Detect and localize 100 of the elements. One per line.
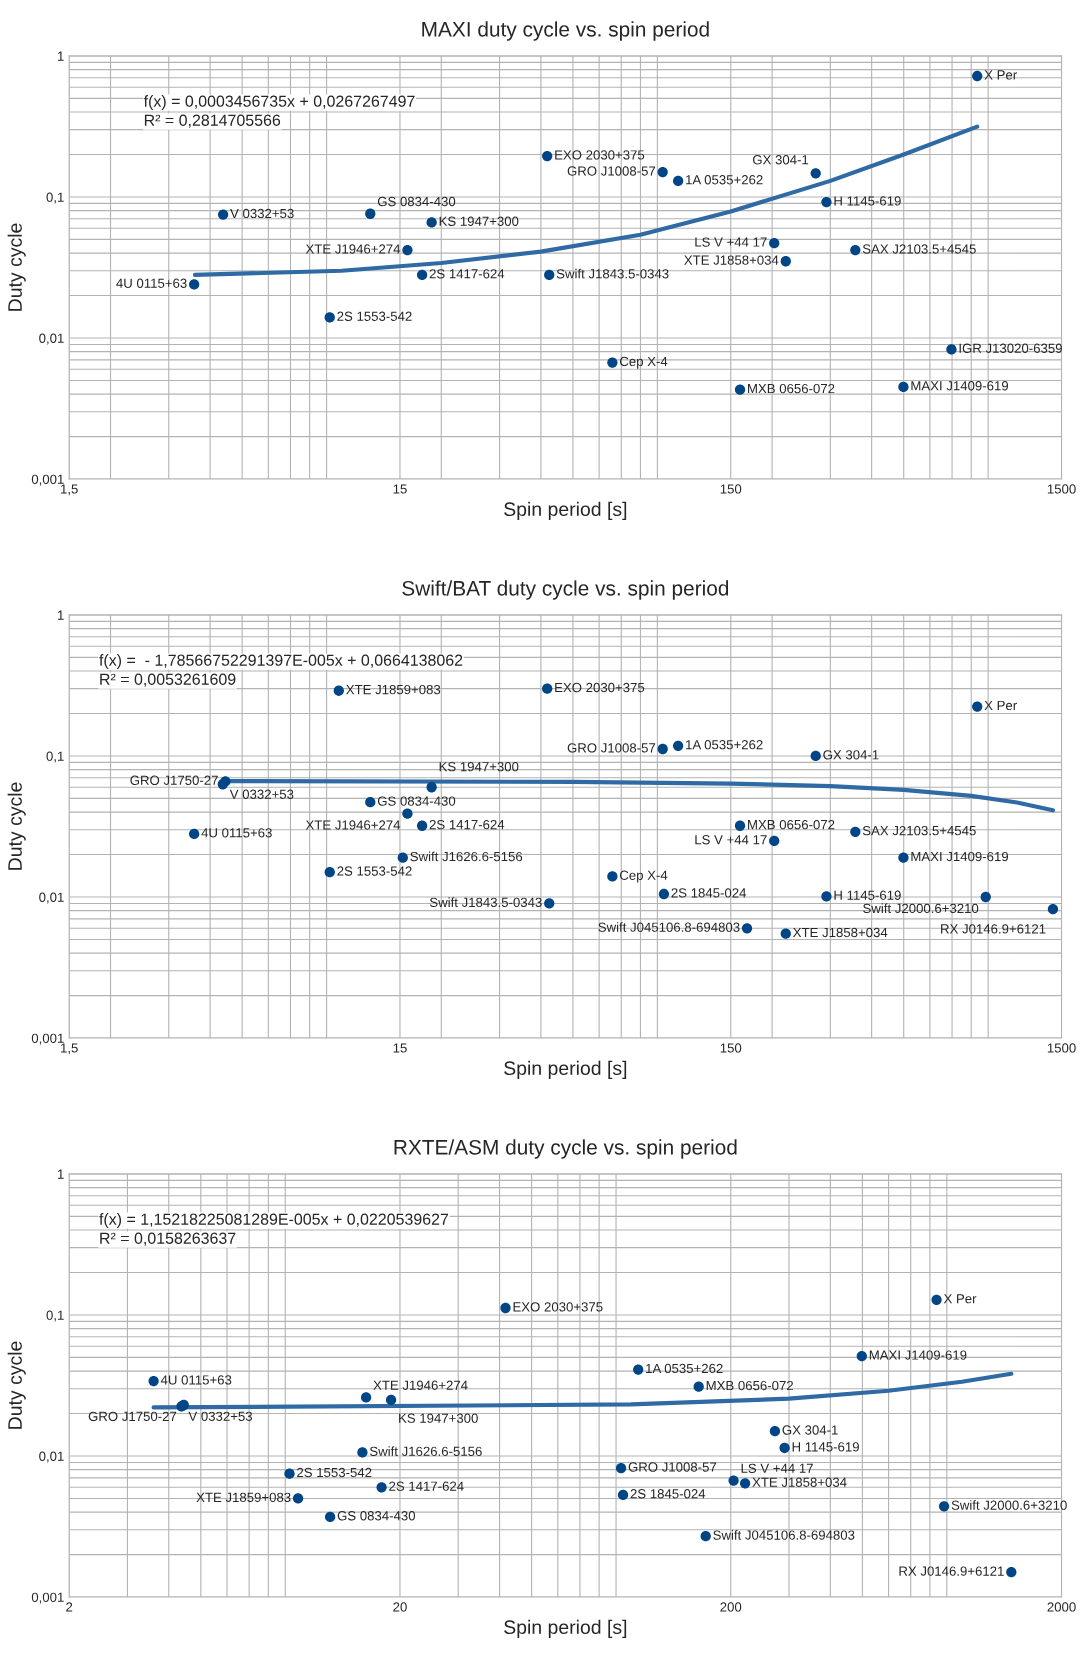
y-tick-label: 0,01 (39, 333, 64, 345)
x-tick-label: 1500 (1047, 1043, 1076, 1053)
annotation: X Per (943, 1294, 977, 1304)
annotation: EXO 2030+375 (555, 150, 645, 160)
annotation: XTE J1859+083 (346, 684, 441, 695)
annotation: GX 304-1 (752, 155, 809, 165)
x-tick-label: 15 (393, 484, 407, 494)
x-axis-title: Spin period [s] (504, 1619, 627, 1638)
x-tick-label: 2000 (1047, 1602, 1076, 1612)
annotation: MXB 0656-072 (706, 1380, 793, 1391)
annotation: 2S 1417-624 (429, 269, 505, 279)
annotation: MXB 0656-072 (748, 383, 835, 394)
annotation: Swift J2000.6+3210 (863, 903, 979, 914)
annotation: XTE J1858+034 (684, 255, 779, 265)
annotation: 2S 1553-542 (297, 1467, 372, 1478)
chart-title: MAXI duty cycle vs. spin period (422, 21, 709, 41)
annotation: RX J0146.9+6121 (899, 1566, 1004, 1576)
annotation: f(x) = 1,15218225081289E-005x + 0,0220539627 (99, 1213, 449, 1228)
annotation: XTE J1858+034 (793, 927, 888, 938)
x-tick-label: 1500 (1047, 484, 1076, 494)
y-tick-label: 0,001 (31, 474, 64, 486)
chart-title: RXTE/ASM duty cycle vs. spin period (394, 1139, 737, 1159)
annotation: KS 1947+300 (439, 216, 519, 226)
annotation: MXB 0656-072 (748, 819, 835, 830)
annotation: 1A 0535+262 (686, 175, 763, 185)
x-tick-label: 1,5 (61, 1043, 78, 1055)
y-axis-title: Duty cycle (7, 782, 26, 870)
annotation: XTE J1946+274 (305, 820, 401, 830)
annotation: GRO J1008-57 (628, 1462, 717, 1472)
annotation: IGR J13020-6359 (959, 343, 1062, 353)
x-tick-label: 200 (720, 1602, 742, 1612)
annotation: 1A 0535+262 (686, 740, 763, 750)
x-tick-label: 150 (720, 1043, 742, 1053)
annotation: 2S 1417-624 (429, 819, 505, 830)
annotation: 1A 0535+262 (646, 1363, 723, 1374)
annotation: Swift J1843.5-0343 (429, 897, 542, 907)
annotation: GX 304-1 (782, 1425, 838, 1435)
annotation: GS 0834-430 (337, 1511, 416, 1521)
annotation: RX J0146.9+6121 (941, 924, 1046, 934)
annotation: SAX J2103.5+4545 (862, 244, 976, 254)
y-tick-label: 0,01 (39, 1451, 64, 1463)
annotation: H 1145-619 (834, 196, 901, 206)
annotation: XTE J1946+274 (305, 244, 401, 254)
x-tick-label: 15 (393, 1043, 407, 1053)
annotation: GRO J1750-27 (88, 1411, 177, 1422)
annotation: EXO 2030+375 (555, 682, 645, 693)
y-tick-label: 1 (57, 610, 64, 620)
annotation: GRO J1008-57 (567, 743, 656, 753)
y-tick-label: 0,001 (31, 1033, 64, 1045)
annotation: MAXI J1409-619 (869, 1350, 967, 1360)
annotation: XTE J1858+034 (752, 1477, 847, 1487)
annotation: Swift J1626.6-5156 (369, 1446, 482, 1456)
annotation: Cep X-4 (619, 870, 668, 883)
annotation: H 1145-619 (834, 890, 901, 900)
annotation: GRO J1008-57 (567, 166, 656, 176)
annotation: KS 1947+300 (399, 1413, 478, 1423)
annotation: 4U 0115+63 (201, 828, 272, 838)
annotation: 2S 1553-542 (337, 866, 412, 876)
y-axis-title: Duty cycle (7, 1341, 26, 1429)
annotation: V 0332+53 (229, 789, 294, 799)
annotation: 2S 1417-624 (389, 1481, 464, 1491)
annotation: Swift J045106.8-694803 (598, 922, 740, 932)
chart-title: Swift/BAT duty cycle vs. spin period (402, 580, 729, 600)
annotation: GS 0834-430 (377, 196, 456, 207)
y-tick-label: 0,1 (46, 751, 64, 763)
annotation: Swift J045106.8-694803 (713, 1530, 855, 1540)
annotation: 4U 0115+63 (160, 1375, 232, 1385)
annotation: Swift J2000.6+3210 (951, 1500, 1067, 1510)
annotation: LS V +44 17 (741, 1463, 813, 1473)
annotation: 2S 1845-024 (630, 1489, 706, 1499)
annotation: X Per (984, 700, 1017, 711)
y-tick-label: 0,1 (46, 1310, 64, 1322)
annotation: f(x) = 0,0003456735x + 0,0267267497 (143, 95, 415, 110)
annotation: X Per (984, 70, 1017, 80)
annotation: 2S 1553-542 (337, 311, 412, 321)
annotation: R² = 0,0053261609 (100, 673, 236, 687)
annotation: XTE J1946+274 (373, 1380, 468, 1390)
x-axis-title: Spin period [s] (504, 501, 627, 520)
annotation: SAX J2103.5+4545 (862, 825, 976, 836)
y-tick-label: 1 (57, 51, 64, 61)
y-axis-title: Duty cycle (7, 223, 26, 311)
annotation: R² = 0,0158263637 (100, 1232, 236, 1246)
annotation: EXO 2030+375 (513, 1302, 603, 1312)
x-axis-title: Spin period [s] (504, 1060, 627, 1079)
annotation: GRO J1750-27 (130, 775, 218, 785)
annotation: Swift J1843.5-0343 (556, 268, 669, 279)
annotation: V 0332+53 (188, 1411, 253, 1421)
annotation: LS V +44 17 (695, 237, 767, 247)
y-tick-label: 0,1 (46, 192, 64, 204)
annotation: MAXI J1409-619 (911, 381, 1009, 391)
annotation: V 0332+53 (230, 208, 294, 219)
x-tick-label: 20 (393, 1602, 407, 1612)
annotation: GS 0834-430 (377, 796, 456, 806)
annotation: 2S 1845-024 (671, 888, 747, 898)
annotation: R² = 0,2814705566 (144, 114, 281, 128)
annotation: MAXI J1409-619 (911, 851, 1009, 862)
x-tick-label: 1,5 (61, 484, 78, 496)
annotation: Swift J1626.6-5156 (410, 851, 523, 862)
annotation: KS 1947+300 (439, 762, 519, 772)
x-tick-label: 2 (66, 1602, 73, 1612)
